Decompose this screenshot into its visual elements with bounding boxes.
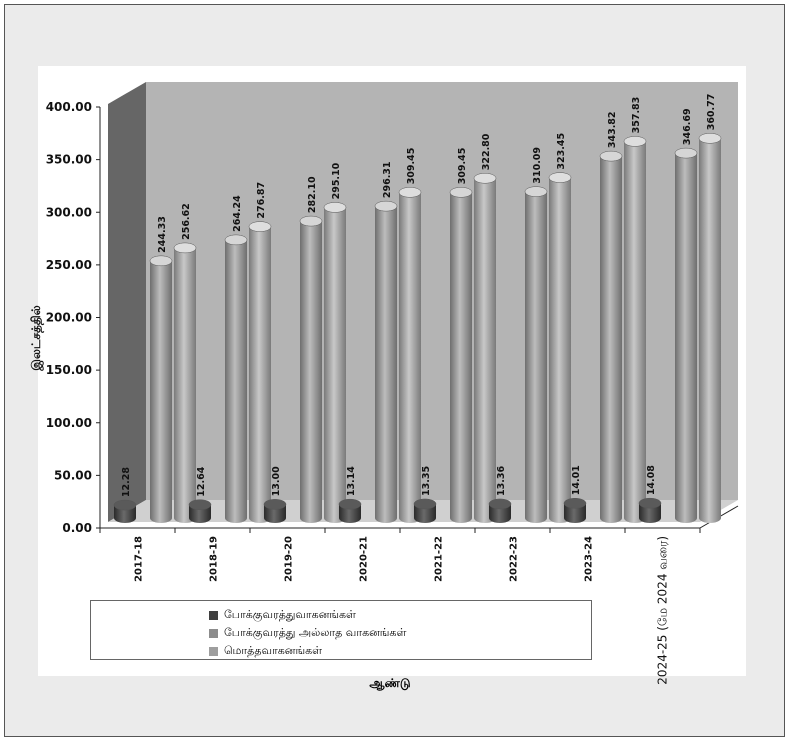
data-label: 309.45 [406,148,417,185]
legend: போக்குவரத்துவாகனங்கள் போக்குவரத்து அல்லா… [90,600,592,660]
data-label: 256.62 [181,203,192,240]
data-label: 12.28 [121,467,132,497]
x-tick-label: 2018-19 [209,536,220,582]
data-label: 244.33 [157,216,168,253]
y-tick-label: 150.00 [46,363,92,377]
data-label: 282.10 [307,176,318,213]
data-label: 295.10 [331,162,342,199]
bar-transport [638,497,662,523]
y-tick-label: 100.00 [46,416,92,430]
bar-non-transport [224,234,248,523]
bar-total [698,133,722,523]
x-axis-title: ஆண்டு [369,676,411,690]
data-label: 13.35 [421,466,432,496]
data-label: 12.64 [196,466,207,496]
data-label: 13.00 [271,466,282,496]
data-label: 14.08 [646,465,657,495]
bar-transport [338,498,362,523]
bar-total [473,173,497,523]
x-tick-label: 2021-22 [434,536,445,582]
data-label: 346.69 [682,108,693,145]
x-tick-label: 2019-20 [284,536,295,582]
bar-transport [113,499,137,523]
side-wall [108,82,146,522]
y-tick-label: 300.00 [46,205,92,219]
data-label: 323.45 [556,133,567,170]
y-axis-title: இலட்சத்தில் [29,305,44,371]
data-label: 264.24 [232,195,243,232]
y-axis-ticks: 0.00 50.00 100.00 150.00 200.00 250.00 300.00 3… [46,100,100,535]
legend-swatch-total [209,646,218,656]
bar-transport [413,498,437,523]
y-tick-label: 250.00 [46,258,92,272]
x-tick-label: 2024-25 (மே 2024 வரை) [656,536,670,685]
bar-total [248,221,272,523]
y-tick-label: 350.00 [46,153,92,167]
bar-non-transport [299,215,323,523]
data-label: 310.09 [532,147,543,184]
bar-non-transport [599,150,623,523]
bar-transport [488,498,512,523]
back-wall [146,82,738,500]
bar-non-transport [374,200,398,523]
bar-total [398,187,422,523]
data-label: 357.83 [631,97,642,134]
data-label: 14.01 [571,465,582,495]
bar-transport [263,499,287,523]
legend-item-total: மொத்தவாகனங்கள் [209,644,322,658]
data-label: 276.87 [256,182,267,219]
data-label: 309.45 [457,148,468,185]
legend-label-total: மொத்தவாகனங்கள் [224,643,323,657]
legend-swatch-transport [209,610,218,620]
x-tick-label: 2017-18 [134,536,145,582]
bar-non-transport [674,147,698,523]
x-tick-label: 2023-24 [584,536,595,582]
bar-non-transport [149,255,173,523]
x-tick-label: 2022-23 [509,536,520,582]
data-label: 343.82 [607,111,618,148]
legend-item-non-transport: போக்குவரத்து அல்லாத வாகனங்கள் [209,626,406,640]
data-label: 322.80 [481,133,492,170]
bar-transport [188,499,212,523]
legend-swatch-non-transport [209,628,218,638]
y-tick-label: 400.00 [46,100,92,114]
data-label: 13.36 [496,465,507,495]
bar-total [323,202,347,523]
legend-label-non-transport: போக்குவரத்து அல்லாத வாகனங்கள் [224,625,407,639]
bar-total [623,136,647,523]
data-label: 13.14 [346,466,357,496]
y-tick-label: 0.00 [62,521,92,535]
bar-total [548,172,572,523]
legend-label-transport: போக்குவரத்துவாகனங்கள் [224,607,356,621]
bar-marks [113,133,722,523]
bar-non-transport [524,186,548,523]
data-label: 360.77 [706,94,717,131]
y-tick-label: 50.00 [54,468,92,482]
x-axis-ticks: 2017-18 2018-19 2019-20 2020-21 2021-22 2022-… [99,528,701,685]
bar-transport [563,498,587,523]
bar-total [173,242,197,523]
legend-item-transport: போக்குவரத்துவாகனங்கள் [209,608,356,622]
y-tick-label: 200.00 [46,311,92,325]
bar-non-transport [449,187,473,523]
x-tick-label: 2020-21 [359,536,370,582]
data-labels: 12.28 244.33 256.62 12.64 264.24 276.87 13.00 2… [121,94,717,497]
data-label: 296.31 [382,161,393,198]
